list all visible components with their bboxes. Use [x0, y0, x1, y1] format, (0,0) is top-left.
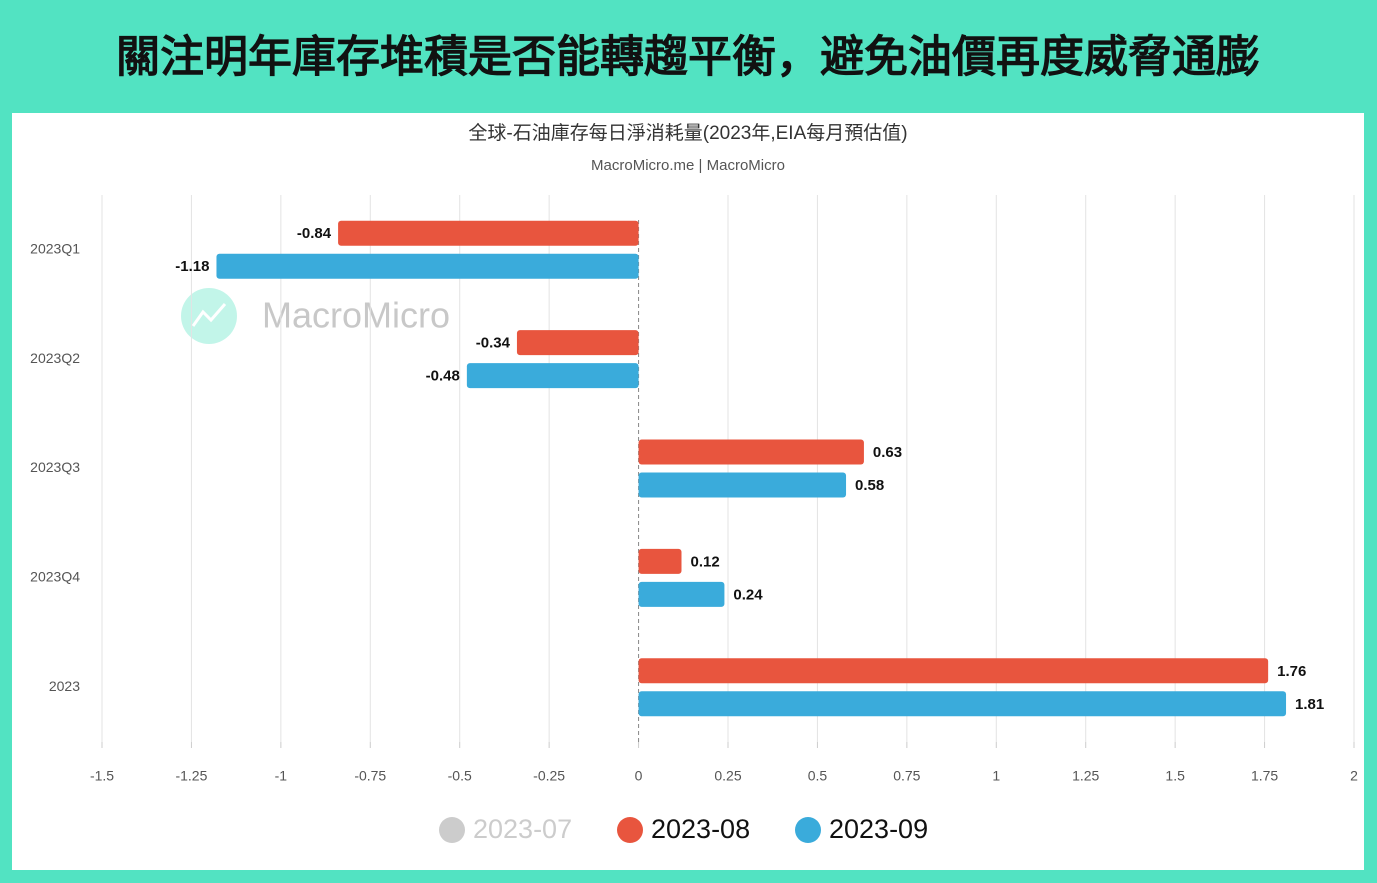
chart-subtitle: MacroMicro.me | MacroMicro	[591, 157, 785, 174]
bar	[638, 658, 1269, 684]
x-tick-label: 1.5	[1165, 768, 1185, 784]
bar	[638, 548, 682, 574]
x-tick-label: -1.25	[175, 768, 207, 784]
bar	[638, 439, 864, 465]
data-label: 0.63	[873, 444, 902, 461]
data-label: 1.81	[1295, 696, 1324, 713]
watermark: MacroMicro	[262, 295, 450, 336]
header-title: 關注明年庫存堆積是否能轉趨平衡，避免油價再度威脅通膨	[116, 33, 1260, 82]
data-label: -0.84	[297, 225, 332, 242]
x-tick-label: 0.75	[893, 768, 920, 784]
legend-label: 2023-08	[651, 814, 750, 844]
data-label: 0.24	[733, 586, 763, 603]
x-tick-label: 1.75	[1251, 768, 1278, 784]
bar	[638, 581, 725, 607]
x-tick-label: 1.25	[1072, 768, 1099, 784]
data-label: -1.18	[175, 258, 209, 275]
legend-marker	[439, 817, 465, 843]
legend-label: 2023-07	[473, 814, 572, 844]
bar	[338, 220, 639, 246]
legend-label: 2023-09	[829, 814, 928, 844]
x-tick-label: 1	[992, 768, 1000, 784]
y-tick-label: 2023Q3	[30, 459, 80, 475]
bar	[638, 472, 847, 498]
legend-marker	[795, 817, 821, 843]
x-tick-label: -1	[275, 768, 288, 784]
data-label: 0.58	[855, 477, 884, 494]
watermark-logo	[181, 288, 237, 344]
bar	[466, 363, 639, 389]
x-tick-label: 2	[1350, 768, 1358, 784]
legend-marker	[617, 817, 643, 843]
y-tick-label: 2023Q2	[30, 350, 80, 366]
x-tick-label: 0.5	[808, 768, 828, 784]
data-label: 1.76	[1277, 663, 1306, 680]
x-tick-label: -0.75	[354, 768, 386, 784]
y-tick-label: 2023Q1	[30, 240, 80, 256]
bar	[638, 691, 1287, 717]
x-tick-label: 0.25	[714, 768, 741, 784]
y-tick-label: 2023	[49, 678, 80, 694]
data-label: 0.12	[690, 553, 719, 570]
data-label: -0.48	[426, 368, 460, 385]
x-tick-label: 0	[635, 768, 643, 784]
x-tick-label: -0.25	[533, 768, 565, 784]
bar	[216, 253, 639, 279]
y-tick-label: 2023Q4	[30, 569, 80, 585]
x-tick-label: -0.5	[448, 768, 472, 784]
chart-title: 全球-石油庫存每日淨消耗量(2023年,EIA每月預估值)	[468, 122, 907, 144]
data-label: -0.34	[476, 335, 511, 352]
bar	[516, 330, 639, 356]
x-tick-label: -1.5	[90, 768, 114, 784]
